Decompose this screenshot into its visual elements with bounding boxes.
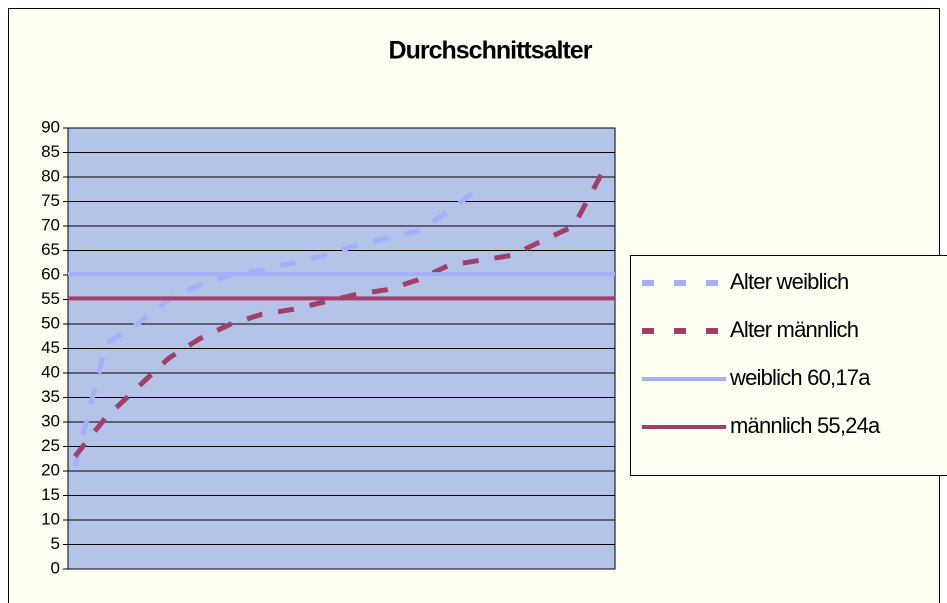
y-tick-label: 25: [41, 436, 60, 455]
y-tick-label: 90: [41, 117, 60, 136]
legend-label: Alter weiblich: [730, 269, 848, 294]
y-tick-label: 70: [41, 215, 60, 234]
legend-label: männlich 55,24a: [730, 413, 881, 438]
y-tick-label: 75: [41, 191, 60, 210]
y-tick-label: 35: [41, 387, 60, 406]
y-tick-label: 0: [51, 558, 60, 577]
y-tick-label: 60: [41, 264, 60, 283]
legend-label: Alter männlich: [730, 317, 858, 342]
plot-border: [67, 127, 616, 570]
y-tick-label: 20: [41, 460, 60, 479]
y-tick-label: 80: [41, 166, 60, 185]
line-series: [73, 166, 608, 458]
chart-title: Durchschnittsalter: [389, 37, 593, 65]
legend-label: weiblich 60,17a: [729, 365, 871, 390]
y-tick-label: 55: [41, 289, 60, 308]
y-tick-label: 85: [41, 142, 60, 161]
y-tick-label: 50: [41, 313, 60, 332]
y-tick-label: 15: [41, 485, 60, 504]
y-tick-label: 65: [41, 240, 60, 259]
y-tick-label: 45: [41, 338, 60, 357]
y-tick-label: 10: [41, 509, 60, 528]
y-tick-label: 5: [51, 534, 60, 553]
line-series: [72, 184, 482, 467]
legend-box: [630, 255, 947, 476]
y-tick-label: 40: [41, 362, 60, 381]
y-tick-label: 30: [41, 411, 60, 430]
